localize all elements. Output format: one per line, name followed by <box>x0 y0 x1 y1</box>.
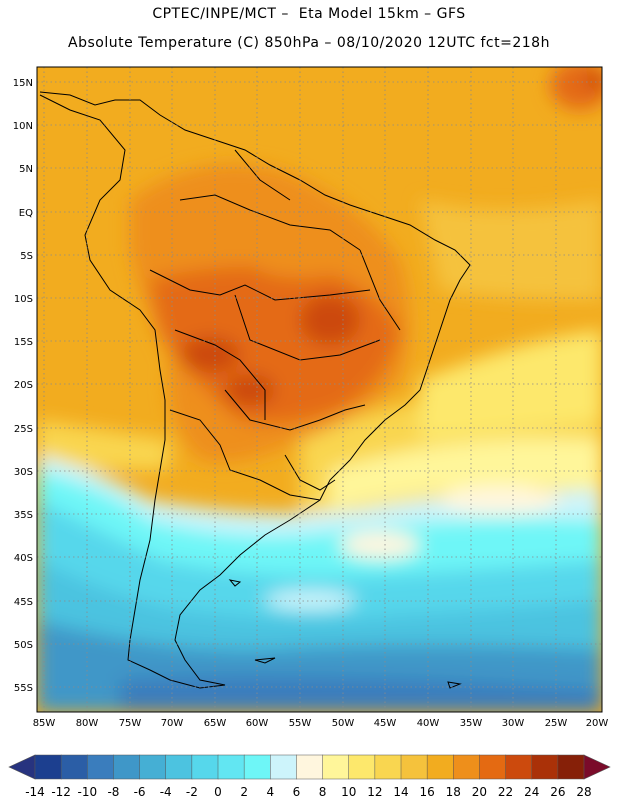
lat-label: 45S <box>14 597 33 608</box>
lat-label: 55S <box>14 683 33 694</box>
colorbar-cell <box>426 754 454 780</box>
colorbar-label: -12 <box>51 785 71 799</box>
lat-label: 10S <box>14 294 33 305</box>
lat-label: 15N <box>13 78 33 89</box>
colorbar-label: 4 <box>266 785 274 799</box>
colorbar-cell <box>191 754 219 780</box>
lat-label: 20S <box>14 380 33 391</box>
colorbar-label: 24 <box>524 785 539 799</box>
colorbar-cell <box>60 754 88 780</box>
lat-label: EQ <box>19 208 33 219</box>
lat-label: 10N <box>13 121 33 132</box>
colorbar-cell <box>165 754 193 780</box>
lon-label: 55W <box>289 718 312 729</box>
lat-label: 5S <box>20 251 33 262</box>
colorbar-label: -10 <box>77 785 97 799</box>
lon-label: 45W <box>374 718 397 729</box>
colorbar-cell <box>479 754 507 780</box>
colorbar-label: -8 <box>107 785 119 799</box>
colorbar-cell <box>400 754 428 780</box>
lon-label: 60W <box>246 718 269 729</box>
colorbar-cell <box>270 754 297 780</box>
colorbar-cell <box>243 754 271 780</box>
lon-label: 40W <box>417 718 440 729</box>
colorbar-label: 22 <box>498 785 513 799</box>
colorbar-label: 18 <box>446 785 461 799</box>
colorbar-cell <box>374 754 402 780</box>
lat-label: 50S <box>14 640 33 651</box>
lon-label: 75W <box>119 718 142 729</box>
colorbar-label: 16 <box>419 785 434 799</box>
colorbar-label: 8 <box>319 785 327 799</box>
colorbar-cell <box>217 754 245 780</box>
colorbar-cell <box>139 754 167 780</box>
lat-label: 25S <box>14 424 33 435</box>
colorbar-labels: -14 -12 -10 -8 -6 -4 -2 0 2 4 6 8 10 12 14 16 18 20 22 24 26… <box>25 785 591 799</box>
lat-label: 35S <box>14 510 33 521</box>
colorbar-cell <box>348 754 376 780</box>
colorbar-label: 28 <box>576 785 591 799</box>
colorbar-over-arrow <box>583 754 611 780</box>
lat-label: 40S <box>14 553 33 564</box>
temperature-field <box>37 67 602 712</box>
lon-label: 35W <box>460 718 483 729</box>
colorbar-cell <box>531 754 559 780</box>
lon-label: 70W <box>161 718 184 729</box>
lon-label: 30W <box>502 718 525 729</box>
colorbar-label: -4 <box>160 785 172 799</box>
colorbar-cell <box>322 754 350 780</box>
colorbar-cell <box>87 754 114 780</box>
lon-label: 85W <box>33 718 56 729</box>
map-frame <box>36 66 603 713</box>
colorbar-label: -14 <box>25 785 45 799</box>
colorbar-label: -6 <box>134 785 146 799</box>
colorbar-label: 10 <box>341 785 356 799</box>
lon-label: 20W <box>586 718 609 729</box>
map-title-line2: Absolute Temperature (C) 850hPa – 08/10/… <box>68 35 550 51</box>
colorbar-cell <box>296 754 324 780</box>
colorbar-label: 6 <box>293 785 301 799</box>
colorbar-label: 26 <box>550 785 565 799</box>
colorbar-label: 2 <box>240 785 248 799</box>
colorbar-cell <box>113 754 141 780</box>
colorbar-cells <box>34 754 585 780</box>
colorbar-label: 14 <box>393 785 408 799</box>
lat-label: 5N <box>19 164 33 175</box>
colorbar-cell <box>453 754 480 780</box>
colorbar-label: 20 <box>472 785 487 799</box>
colorbar-cell <box>34 754 62 780</box>
colorbar-under-arrow <box>8 754 36 780</box>
colorbar-cell <box>505 754 533 780</box>
lon-label: 50W <box>332 718 355 729</box>
lon-label: 25W <box>545 718 568 729</box>
colorbar: -14 -12 -10 -8 -6 -4 -2 0 2 4 6 8 10 12 14 16 18 20 22 24 26… <box>8 754 611 799</box>
lon-label: 80W <box>76 718 99 729</box>
colorbar-label: 12 <box>367 785 382 799</box>
colorbar-cell <box>557 754 585 780</box>
longitude-labels: 85W 80W 75W 70W 65W 60W 55W 50W 45W 40W … <box>33 718 609 729</box>
lon-label: 65W <box>204 718 227 729</box>
map-title-line1: CPTEC/INPE/MCT – Eta Model 15km – GFS <box>152 6 466 22</box>
colorbar-label: 0 <box>214 785 222 799</box>
lat-label: 30S <box>14 467 33 478</box>
colorbar-label: -2 <box>186 785 198 799</box>
lat-label: 15S <box>14 337 33 348</box>
latitude-labels: 15N 10N 5N EQ 5S 10S 15S 20S 25S 30S 35S… <box>13 78 33 694</box>
